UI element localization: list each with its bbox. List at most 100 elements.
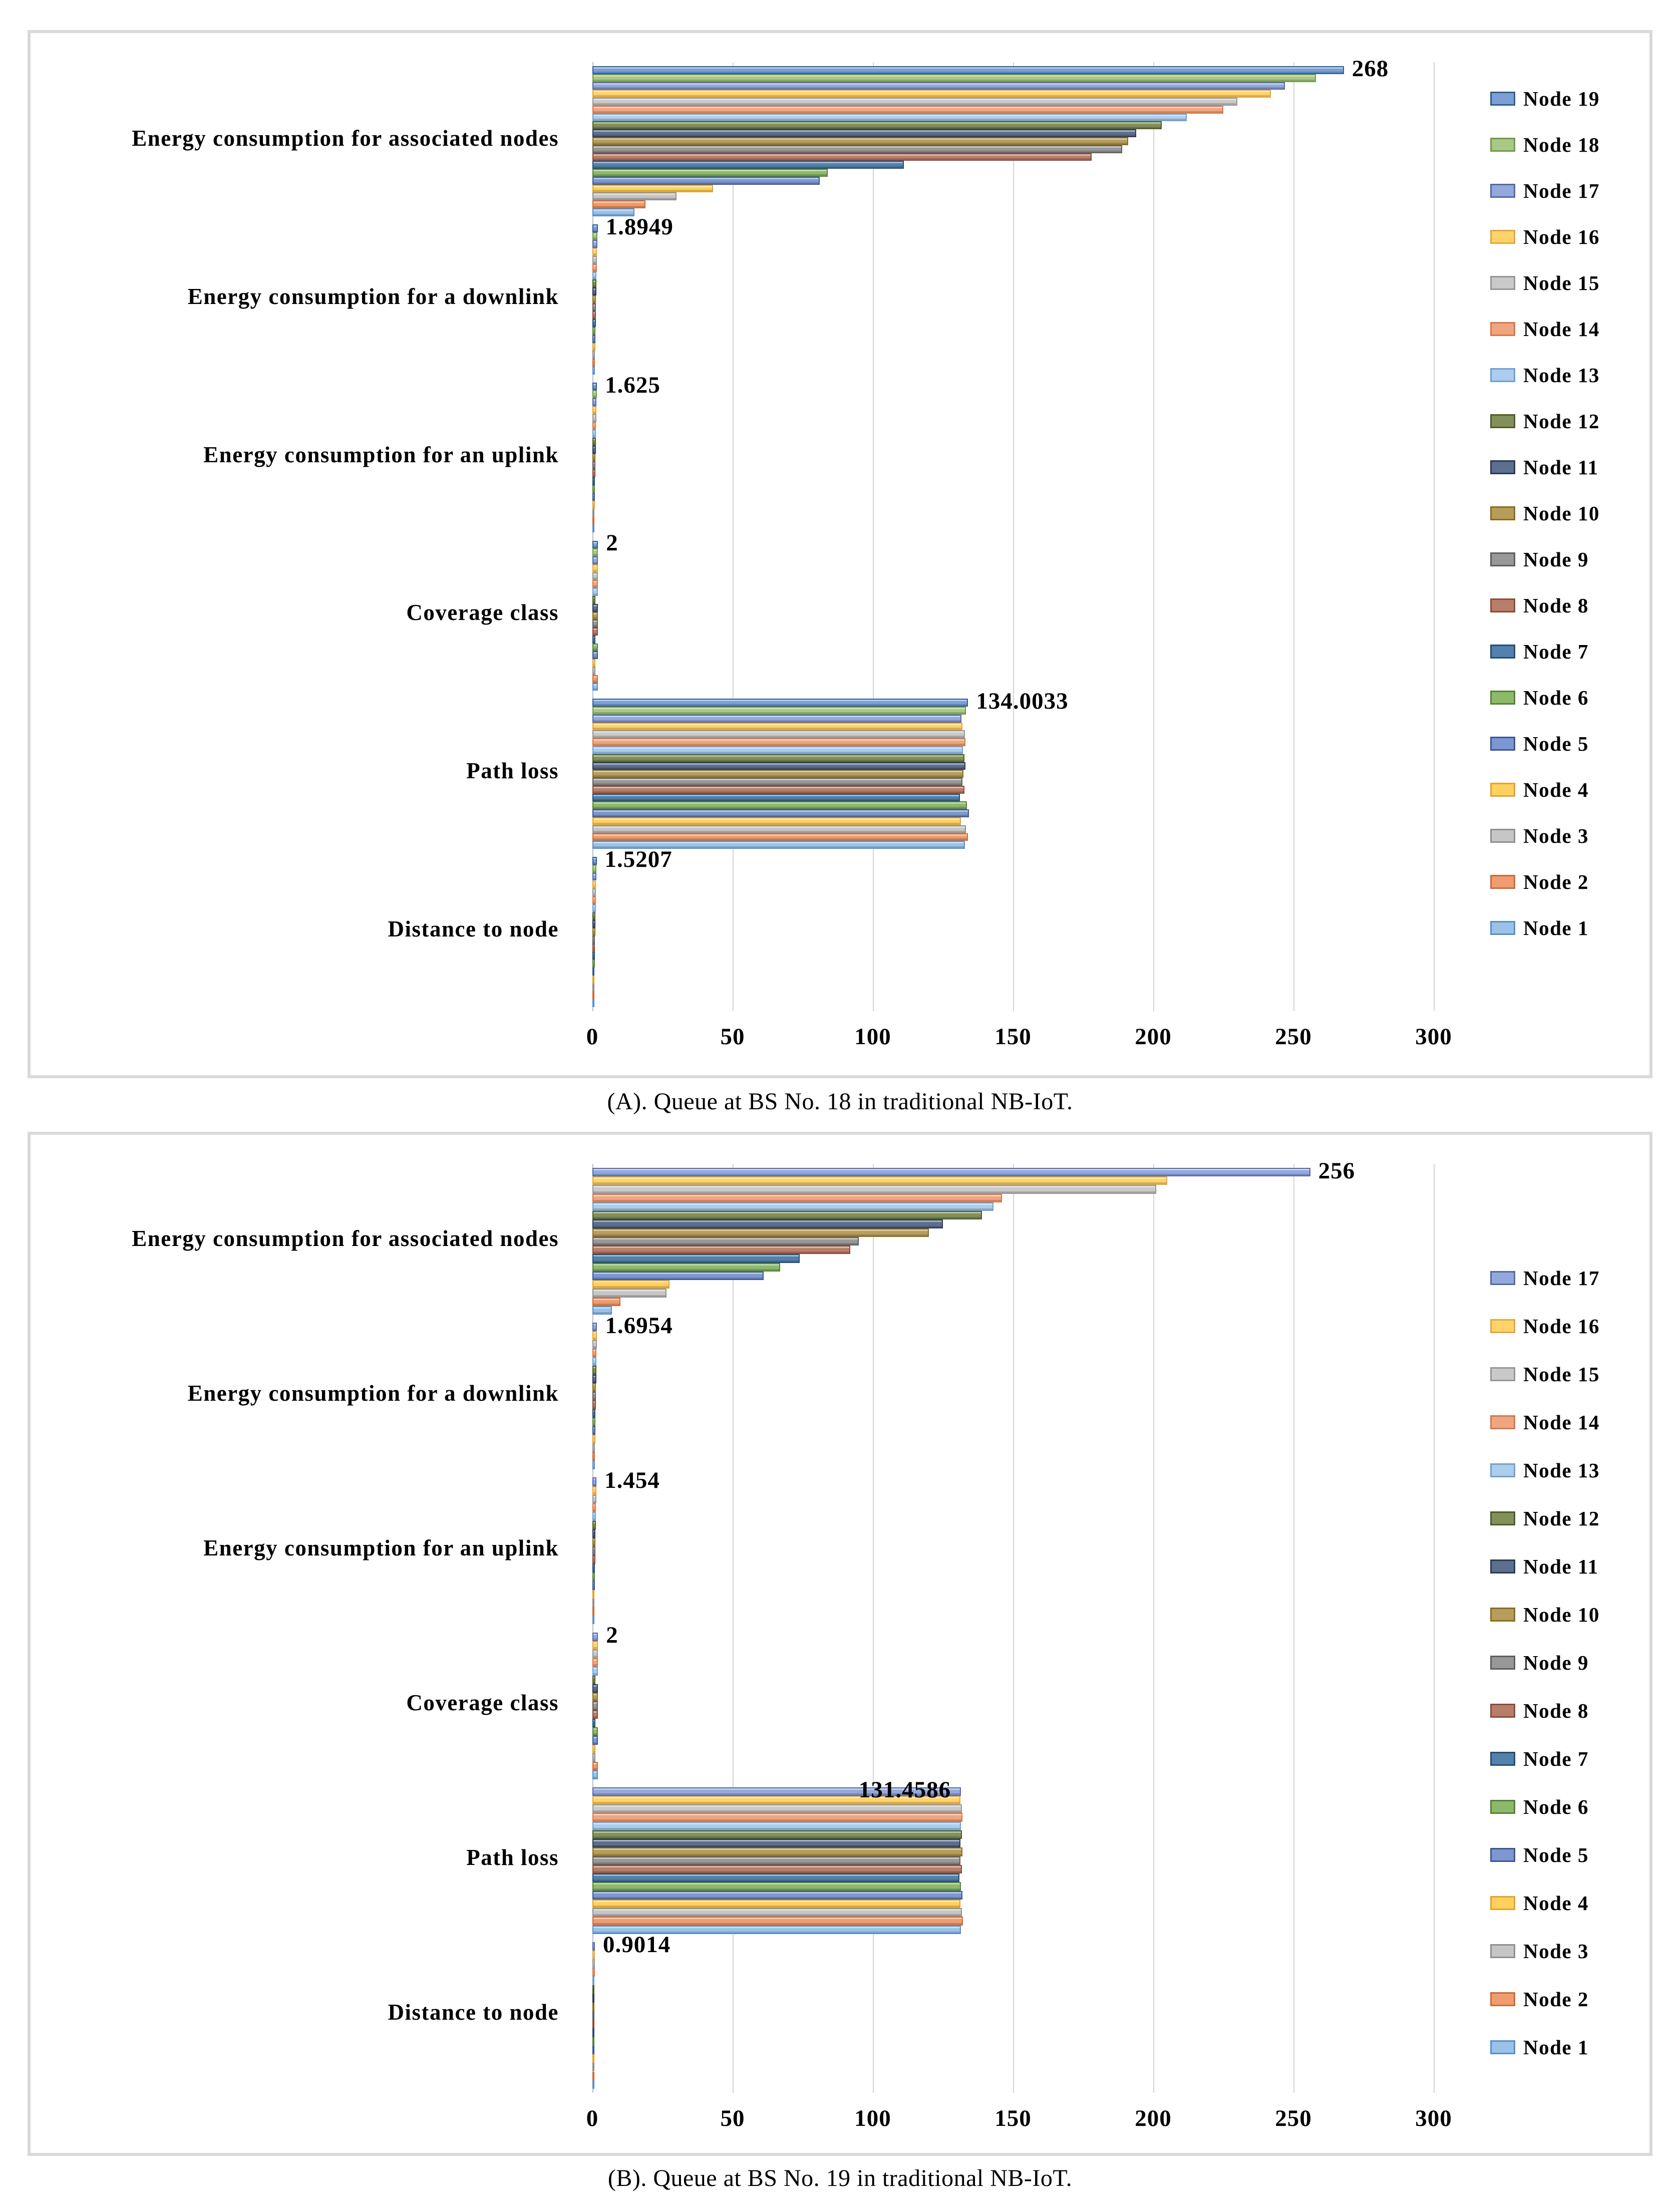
bar-node-11-cat1	[592, 1374, 596, 1383]
legend-label: Node 16	[1523, 1315, 1600, 1338]
bar-node-16-cat2	[592, 406, 596, 414]
bar-node-9-cat4	[592, 1856, 960, 1865]
legend-swatch-icon	[1490, 1319, 1515, 1333]
bar-node-12-cat4	[592, 1830, 962, 1839]
legend-item-node-14: Node 14	[1490, 1407, 1600, 1438]
bar-node-2-cat2	[592, 516, 595, 525]
gridline-x-250	[1293, 1164, 1294, 2093]
chart-panel-a: 0 50 100 150 200 250 300 Energy consumption for…	[28, 30, 1652, 1078]
bar-node-5-cat4	[592, 809, 969, 818]
legend-swatch-icon	[1490, 1559, 1515, 1574]
legend-item-node-18: Node 18	[1490, 129, 1600, 160]
legend-item-node-6: Node 6	[1490, 1791, 1589, 1822]
legend-label: Node 19	[1523, 87, 1600, 110]
legend-item-node-4: Node 4	[1490, 774, 1589, 805]
bar-node-6-cat4	[592, 801, 967, 810]
bar-node-4-cat5	[592, 975, 595, 984]
gridline-x-0	[592, 62, 593, 1011]
bar-node-15-cat2	[592, 1494, 596, 1504]
gridline-x-0	[592, 1164, 593, 2093]
bar-node-8-cat3	[592, 1710, 598, 1719]
bar-node-3-cat0	[592, 192, 677, 201]
bar-node-4-cat4	[592, 1899, 960, 1909]
bar-node-16-cat5	[592, 880, 596, 889]
bar-node-14-cat2	[592, 1503, 596, 1512]
bar-node-6-cat2	[592, 1572, 595, 1582]
bar-node-10-cat1	[592, 1383, 596, 1392]
bar-node-4-cat1	[592, 343, 595, 351]
bar-node-11-cat1	[592, 287, 596, 295]
legend-swatch-icon	[1490, 1992, 1515, 2006]
bar-node-1-cat5	[592, 2080, 594, 2089]
bar-node-8-cat1	[592, 311, 596, 320]
legend-item-node-15: Node 15	[1490, 267, 1600, 298]
legend-swatch-icon	[1490, 921, 1515, 935]
bar-node-7-cat0	[592, 1254, 800, 1263]
bar-node-7-cat1	[592, 1409, 596, 1418]
legend-item-node-14: Node 14	[1490, 313, 1600, 345]
bar-node-16-cat4	[592, 1795, 960, 1805]
bar-node-10-cat1	[592, 295, 596, 303]
bar-node-12-cat3	[592, 1675, 595, 1684]
bar-node-4-cat2	[592, 1590, 595, 1599]
bar-node-17-cat2	[592, 1477, 597, 1486]
bar-node-17-cat1	[592, 240, 597, 248]
bar-node-9-cat1	[592, 1392, 596, 1401]
bar-node-2-cat5	[592, 991, 594, 1000]
legend-item-node-11: Node 11	[1490, 1551, 1599, 1582]
legend-swatch-icon	[1490, 230, 1515, 244]
bar-node-7-cat0	[592, 161, 904, 169]
bar-node-2-cat2	[592, 1607, 594, 1616]
bar-node-8-cat4	[592, 1864, 962, 1874]
bar-node-2-cat0	[592, 200, 646, 209]
bar-node-2-cat4	[592, 833, 968, 841]
bar-node-16-cat3	[592, 564, 598, 572]
bar-node-3-cat4	[592, 1908, 962, 1917]
legend-item-node-8: Node 8	[1490, 1695, 1589, 1726]
bar-node-14-cat1	[592, 1348, 597, 1358]
bar-node-14-cat2	[592, 422, 596, 430]
bar-node-1-cat5	[592, 999, 594, 1007]
legend-item-node-7: Node 7	[1490, 636, 1589, 667]
bar-node-15-cat0	[592, 1185, 1156, 1194]
x-tick-250: 250	[1275, 2105, 1312, 2131]
bar-node-6-cat1	[592, 327, 596, 335]
bar-node-17-cat5	[592, 872, 596, 881]
data-label: 1.454	[604, 1467, 660, 1493]
legend-label: Node 3	[1523, 824, 1589, 847]
bar-node-13-cat4	[592, 1821, 961, 1830]
bar-node-1-cat4	[592, 1925, 961, 1934]
x-tick-200: 200	[1135, 2105, 1172, 2131]
gridline-x-50	[733, 1164, 734, 2093]
bar-node-9-cat2	[592, 461, 596, 470]
x-tick-200: 200	[1135, 1024, 1172, 1050]
x-tick-50: 50	[720, 1024, 745, 1050]
bar-node-6-cat5	[592, 2037, 594, 2046]
bar-node-4-cat3	[592, 1744, 595, 1753]
legend-swatch-icon	[1490, 1367, 1515, 1381]
legend-swatch-icon	[1490, 1752, 1515, 1766]
legend-swatch-icon	[1490, 276, 1515, 290]
bar-node-10-cat4	[592, 770, 963, 778]
bar-node-8-cat5	[592, 2020, 594, 2029]
bar-node-5-cat3	[592, 651, 598, 660]
legend-item-node-3: Node 3	[1490, 820, 1589, 851]
legend-label: Node 14	[1523, 318, 1600, 341]
bar-node-8-cat3	[592, 627, 598, 636]
bar-node-10-cat0	[592, 137, 1128, 145]
bar-node-15-cat5	[592, 888, 596, 897]
bar-node-11-cat3	[592, 603, 598, 612]
bar-node-11-cat0	[592, 1219, 943, 1228]
bar-node-8-cat5	[592, 943, 595, 952]
legend-item-node-17: Node 17	[1490, 175, 1600, 206]
legend-item-node-4: Node 4	[1490, 1888, 1589, 1919]
legend-swatch-icon	[1490, 1848, 1515, 1862]
bar-node-1-cat3	[592, 1770, 598, 1779]
data-label: 1.8949	[605, 213, 674, 240]
bar-node-12-cat1	[592, 1366, 596, 1375]
bar-node-5-cat2	[592, 493, 595, 501]
legend-label: Node 14	[1523, 1411, 1600, 1434]
bar-node-12-cat0	[592, 1211, 982, 1220]
bar-node-18-cat4	[592, 707, 966, 715]
bar-node-1-cat2	[592, 524, 594, 533]
